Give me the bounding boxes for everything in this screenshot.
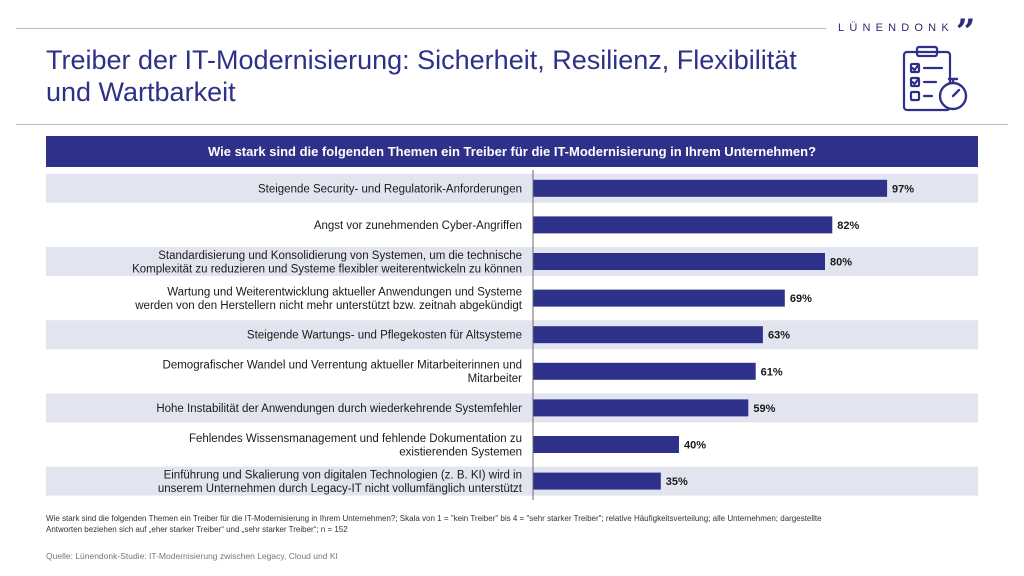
checklist-stopwatch-icon <box>902 45 968 112</box>
category-label: Hohe Instabilität der Anwendungen durch … <box>156 403 522 415</box>
page-title-line-2: und Wartbarkeit <box>46 77 236 107</box>
value-label: 82% <box>837 220 859 232</box>
bar <box>533 289 785 307</box>
footnote: Wie stark sind die folgenden Themen ein … <box>46 513 986 535</box>
page-title: Treiber der IT-Modernisierung: Sicherhei… <box>46 44 886 108</box>
category-label: Wartung und Weiterentwicklung aktueller … <box>134 286 523 312</box>
value-label: 59% <box>753 403 775 415</box>
page-title-line-1: Treiber der IT-Modernisierung: Sicherhei… <box>46 45 797 75</box>
bar <box>533 253 825 270</box>
value-label: 61% <box>761 366 783 378</box>
bar <box>533 362 756 380</box>
value-label: 69% <box>790 293 812 305</box>
brand-name: LÜNENDONK <box>838 22 954 34</box>
bar <box>533 472 661 490</box>
value-label: 97% <box>892 183 914 195</box>
bar <box>533 216 833 234</box>
bar <box>533 179 888 197</box>
footnote-line-2: Antworten beziehen sich auf „eher starke… <box>46 525 348 534</box>
category-label: Steigende Wartungs- und Pflegekosten für… <box>247 330 522 342</box>
bar <box>533 436 679 453</box>
footnote-line-1: Wie stark sind die folgenden Themen ein … <box>46 514 822 523</box>
header-rule <box>16 28 826 29</box>
brand-logo: LÜNENDONK ” <box>838 15 975 41</box>
row-band <box>46 393 978 423</box>
category-label: Demografischer Wandel und Verrentung akt… <box>163 360 523 386</box>
category-label: Angst vor zunehmenden Cyber-Angriffen <box>314 220 522 232</box>
bar-chart: Steigende Security- und Regulatorik-Anfo… <box>46 170 978 500</box>
row-band <box>46 466 978 496</box>
title-divider <box>16 124 1008 125</box>
value-label: 35% <box>666 476 688 488</box>
category-label: Steigende Security- und Regulatorik-Anfo… <box>258 183 522 195</box>
row-band <box>46 320 978 350</box>
source-note: Quelle: Lünendonk-Studie: IT-Modernisier… <box>46 551 338 561</box>
value-label: 80% <box>830 257 852 269</box>
bar <box>533 399 749 417</box>
value-label: 40% <box>684 440 706 452</box>
bar <box>533 326 763 344</box>
category-label: Einführung und Skalierung von digitalen … <box>158 469 523 495</box>
category-label: Fehlendes Wissensmanagement und fehlende… <box>189 433 522 459</box>
survey-question-header: Wie stark sind die folgenden Themen ein … <box>46 136 978 167</box>
brand-quote-mark: ” <box>955 15 976 41</box>
value-label: 63% <box>768 330 790 342</box>
category-label: Standardisierung und Konsolidierung von … <box>132 250 522 275</box>
